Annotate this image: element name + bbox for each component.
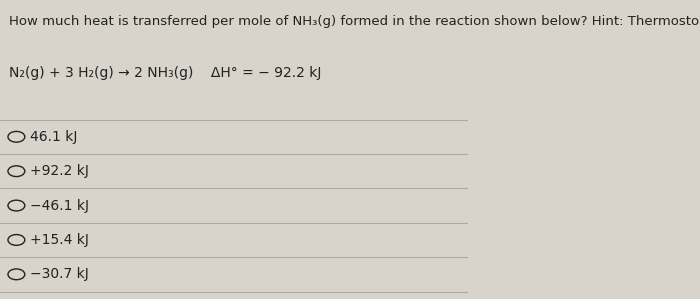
Text: +92.2 kJ: +92.2 kJ: [30, 164, 90, 178]
Text: −30.7 kJ: −30.7 kJ: [30, 267, 89, 281]
Text: 46.1 kJ: 46.1 kJ: [30, 130, 78, 144]
Text: −46.1 kJ: −46.1 kJ: [30, 199, 90, 213]
Text: How much heat is transferred per mole of NH₃(g) formed in the reaction shown bel: How much heat is transferred per mole of…: [9, 15, 700, 28]
Text: N₂(g) + 3 H₂(g) → 2 NH₃(g)    ΔH° = − 92.2 kJ: N₂(g) + 3 H₂(g) → 2 NH₃(g) ΔH° = − 92.2 …: [9, 66, 322, 80]
Text: +15.4 kJ: +15.4 kJ: [30, 233, 90, 247]
